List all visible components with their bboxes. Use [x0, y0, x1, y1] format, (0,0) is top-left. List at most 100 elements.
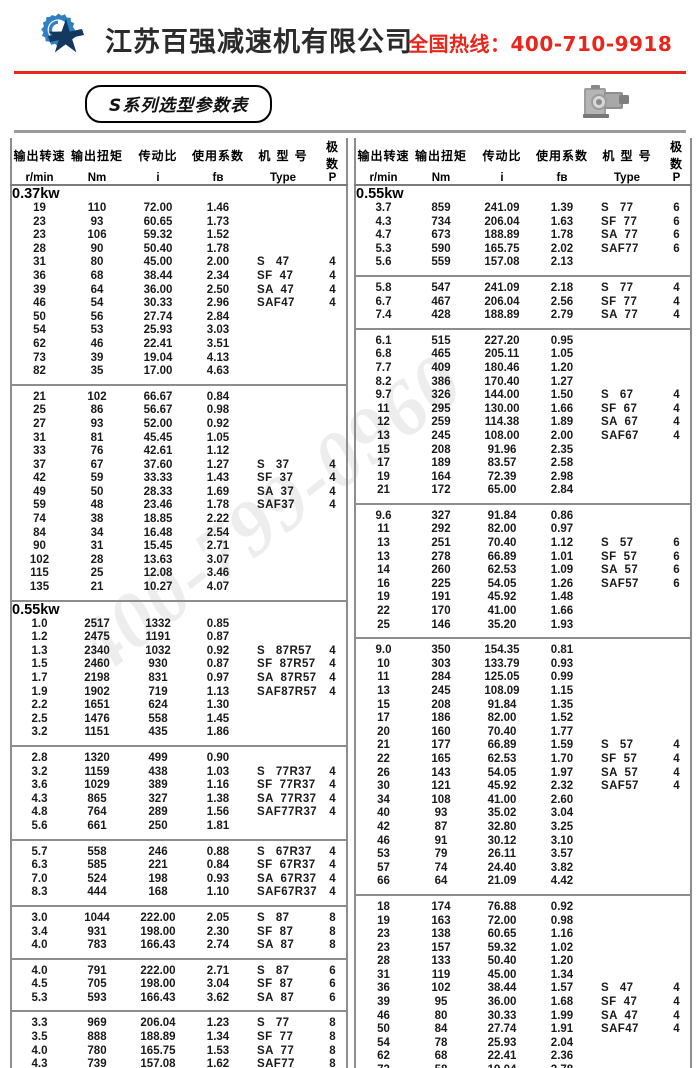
cell-ratio: 558: [148, 712, 168, 725]
cell-poles: 4: [673, 429, 680, 442]
cell-factor: 0.98: [550, 914, 574, 927]
cell-rpm: 1.0: [31, 617, 48, 630]
table-row: 36 68 38.44 2.34 SF 47 4: [11, 270, 347, 284]
table-row: 23 138 60.65 1.16: [355, 928, 691, 942]
cell-type: [247, 202, 319, 216]
cell-type: SAF77R37: [257, 806, 318, 819]
table-row: 4.7 673 188.89 1.78 SA 77 6: [355, 229, 691, 243]
cell-nm: 2517: [84, 617, 110, 630]
cell-rpm: 1.2: [31, 631, 48, 644]
table-header-en: r/min Nm i fв Type P: [355, 172, 691, 184]
cell-ratio: 83.57: [487, 457, 517, 470]
cell-type: SF 57: [601, 550, 638, 563]
cell-type: SAF77: [257, 1058, 295, 1068]
cell-poles: [319, 418, 347, 432]
cell-type: [247, 567, 319, 581]
power-rating-label: 0.37kw: [12, 186, 60, 202]
cell-type: [247, 311, 319, 325]
cell-poles: 6: [673, 215, 680, 228]
table-row: 27 93 52.00 0.92: [11, 418, 347, 432]
cell-nm: 164: [431, 470, 451, 483]
cell-poles: 4: [329, 872, 336, 885]
cell-rpm: 73: [355, 1064, 411, 1068]
cell-rpm: 4.0: [31, 1044, 48, 1057]
cell-factor: 1.50: [550, 389, 574, 402]
cell-nm: 2340: [84, 644, 110, 657]
cell-nm: 284: [431, 671, 451, 684]
cell-ratio: 10.27: [143, 581, 173, 594]
cell-poles: [663, 256, 691, 270]
cell-factor: 1.16: [206, 779, 230, 792]
table-row: 6.3 585 221 0.84 SF 67R37 4: [11, 859, 347, 873]
cell-rpm: 10: [377, 657, 390, 670]
cell-factor: 1.34: [206, 1031, 230, 1044]
cell-nm: 80: [434, 1009, 448, 1022]
gear-star-logo-icon: [41, 13, 84, 53]
cell-poles: [663, 457, 691, 471]
cell-ratio: 45.45: [143, 431, 173, 444]
cell-nm: 50: [90, 485, 104, 498]
table-row: 13 245 108.09 1.15: [355, 685, 691, 699]
cell-nm: 260: [431, 564, 451, 577]
table-row: 34 108 41.00 2.60: [355, 794, 691, 808]
cell-ratio: 41.00: [487, 605, 517, 618]
cell-nm: 245: [431, 685, 451, 697]
cell-rpm: 102: [29, 553, 50, 566]
cell-factor: 1.05: [550, 348, 574, 361]
cell-factor: 2.34: [206, 269, 230, 282]
cell-rpm: 13: [377, 537, 390, 550]
table-row: 1.5 2460 930 0.87 SF 87R57 4: [11, 658, 347, 672]
cell-rpm: 19: [33, 202, 46, 214]
cell-nm: 524: [87, 872, 107, 885]
table-row: 53 79 26.11 3.57: [355, 848, 691, 862]
cell-nm: 95: [434, 996, 448, 1009]
cell-nm: 74: [434, 861, 448, 874]
page-title: S系列选型参数表: [85, 85, 273, 123]
cell-nm: 56: [90, 310, 104, 323]
table-row: 4.8 764 289 1.56 SAF77R37 4: [11, 806, 347, 820]
table-row: 1.0 2517 1332 0.85: [11, 618, 347, 632]
cell-factor: 0.84: [206, 390, 230, 403]
cell-factor: 2.79: [550, 309, 574, 322]
cell-nm: 81: [90, 431, 104, 444]
cell-factor: 1.10: [206, 886, 230, 899]
right-column: 输出转速 输出扭矩 传动比 使用系数机 型 号 极 数 r/min Nm i fв Type P 0.…: [354, 138, 692, 1068]
cell-ratio: 198: [148, 872, 168, 885]
cell-ratio: 222.00: [140, 911, 176, 924]
table-row: 12 259 114.38 1.89 SA 67 4: [355, 416, 691, 430]
cell-rpm: 39: [377, 996, 390, 1009]
cell-nm: 102: [87, 390, 107, 403]
cell-factor: 2.32: [550, 780, 574, 793]
cell-ratio: 45.92: [487, 591, 517, 604]
cell-factor: 1.91: [550, 1023, 574, 1036]
cell-factor: 0.92: [206, 644, 230, 657]
table-row: 14 260 62.53 1.09 SA 57 6: [355, 564, 691, 578]
cell-ratio: 45.00: [487, 968, 517, 981]
cell-nm: 278: [431, 550, 451, 563]
cell-factor: 1.78: [550, 229, 574, 242]
cell-nm: 53: [90, 324, 104, 337]
cell-factor: 1.68: [550, 996, 574, 1009]
cell-poles: [663, 644, 691, 658]
cell-poles: [319, 216, 347, 230]
cell-type: [591, 591, 663, 605]
table-row: 3.7 859 241.09 1.39 S 77 6: [355, 202, 691, 216]
cell-poles: [319, 726, 347, 740]
cell-nm: 28: [90, 553, 104, 566]
cell-nm: 86: [90, 404, 104, 417]
table-row: 39 64 36.00 2.50 SA 47 4: [11, 284, 347, 298]
cell-rpm: 31: [33, 256, 46, 269]
cell-poles: [319, 324, 347, 338]
table-row: 9.0 350 154.35 0.81: [355, 644, 691, 658]
cell-type: S 77: [257, 1017, 290, 1030]
cell-type: [591, 471, 663, 485]
header-red-divider: [14, 71, 686, 74]
cell-factor: 2.71: [206, 540, 230, 553]
cell-rpm: 21: [33, 390, 46, 403]
cell-type: [247, 820, 319, 834]
table-header-cn: 输出转速 输出扭矩 传动比 使用系数机 型 号 极 数: [11, 138, 347, 172]
cell-poles: 4: [673, 402, 680, 415]
cell-ratio: 26.11: [487, 848, 517, 861]
cell-factor: 1.34: [550, 968, 574, 981]
